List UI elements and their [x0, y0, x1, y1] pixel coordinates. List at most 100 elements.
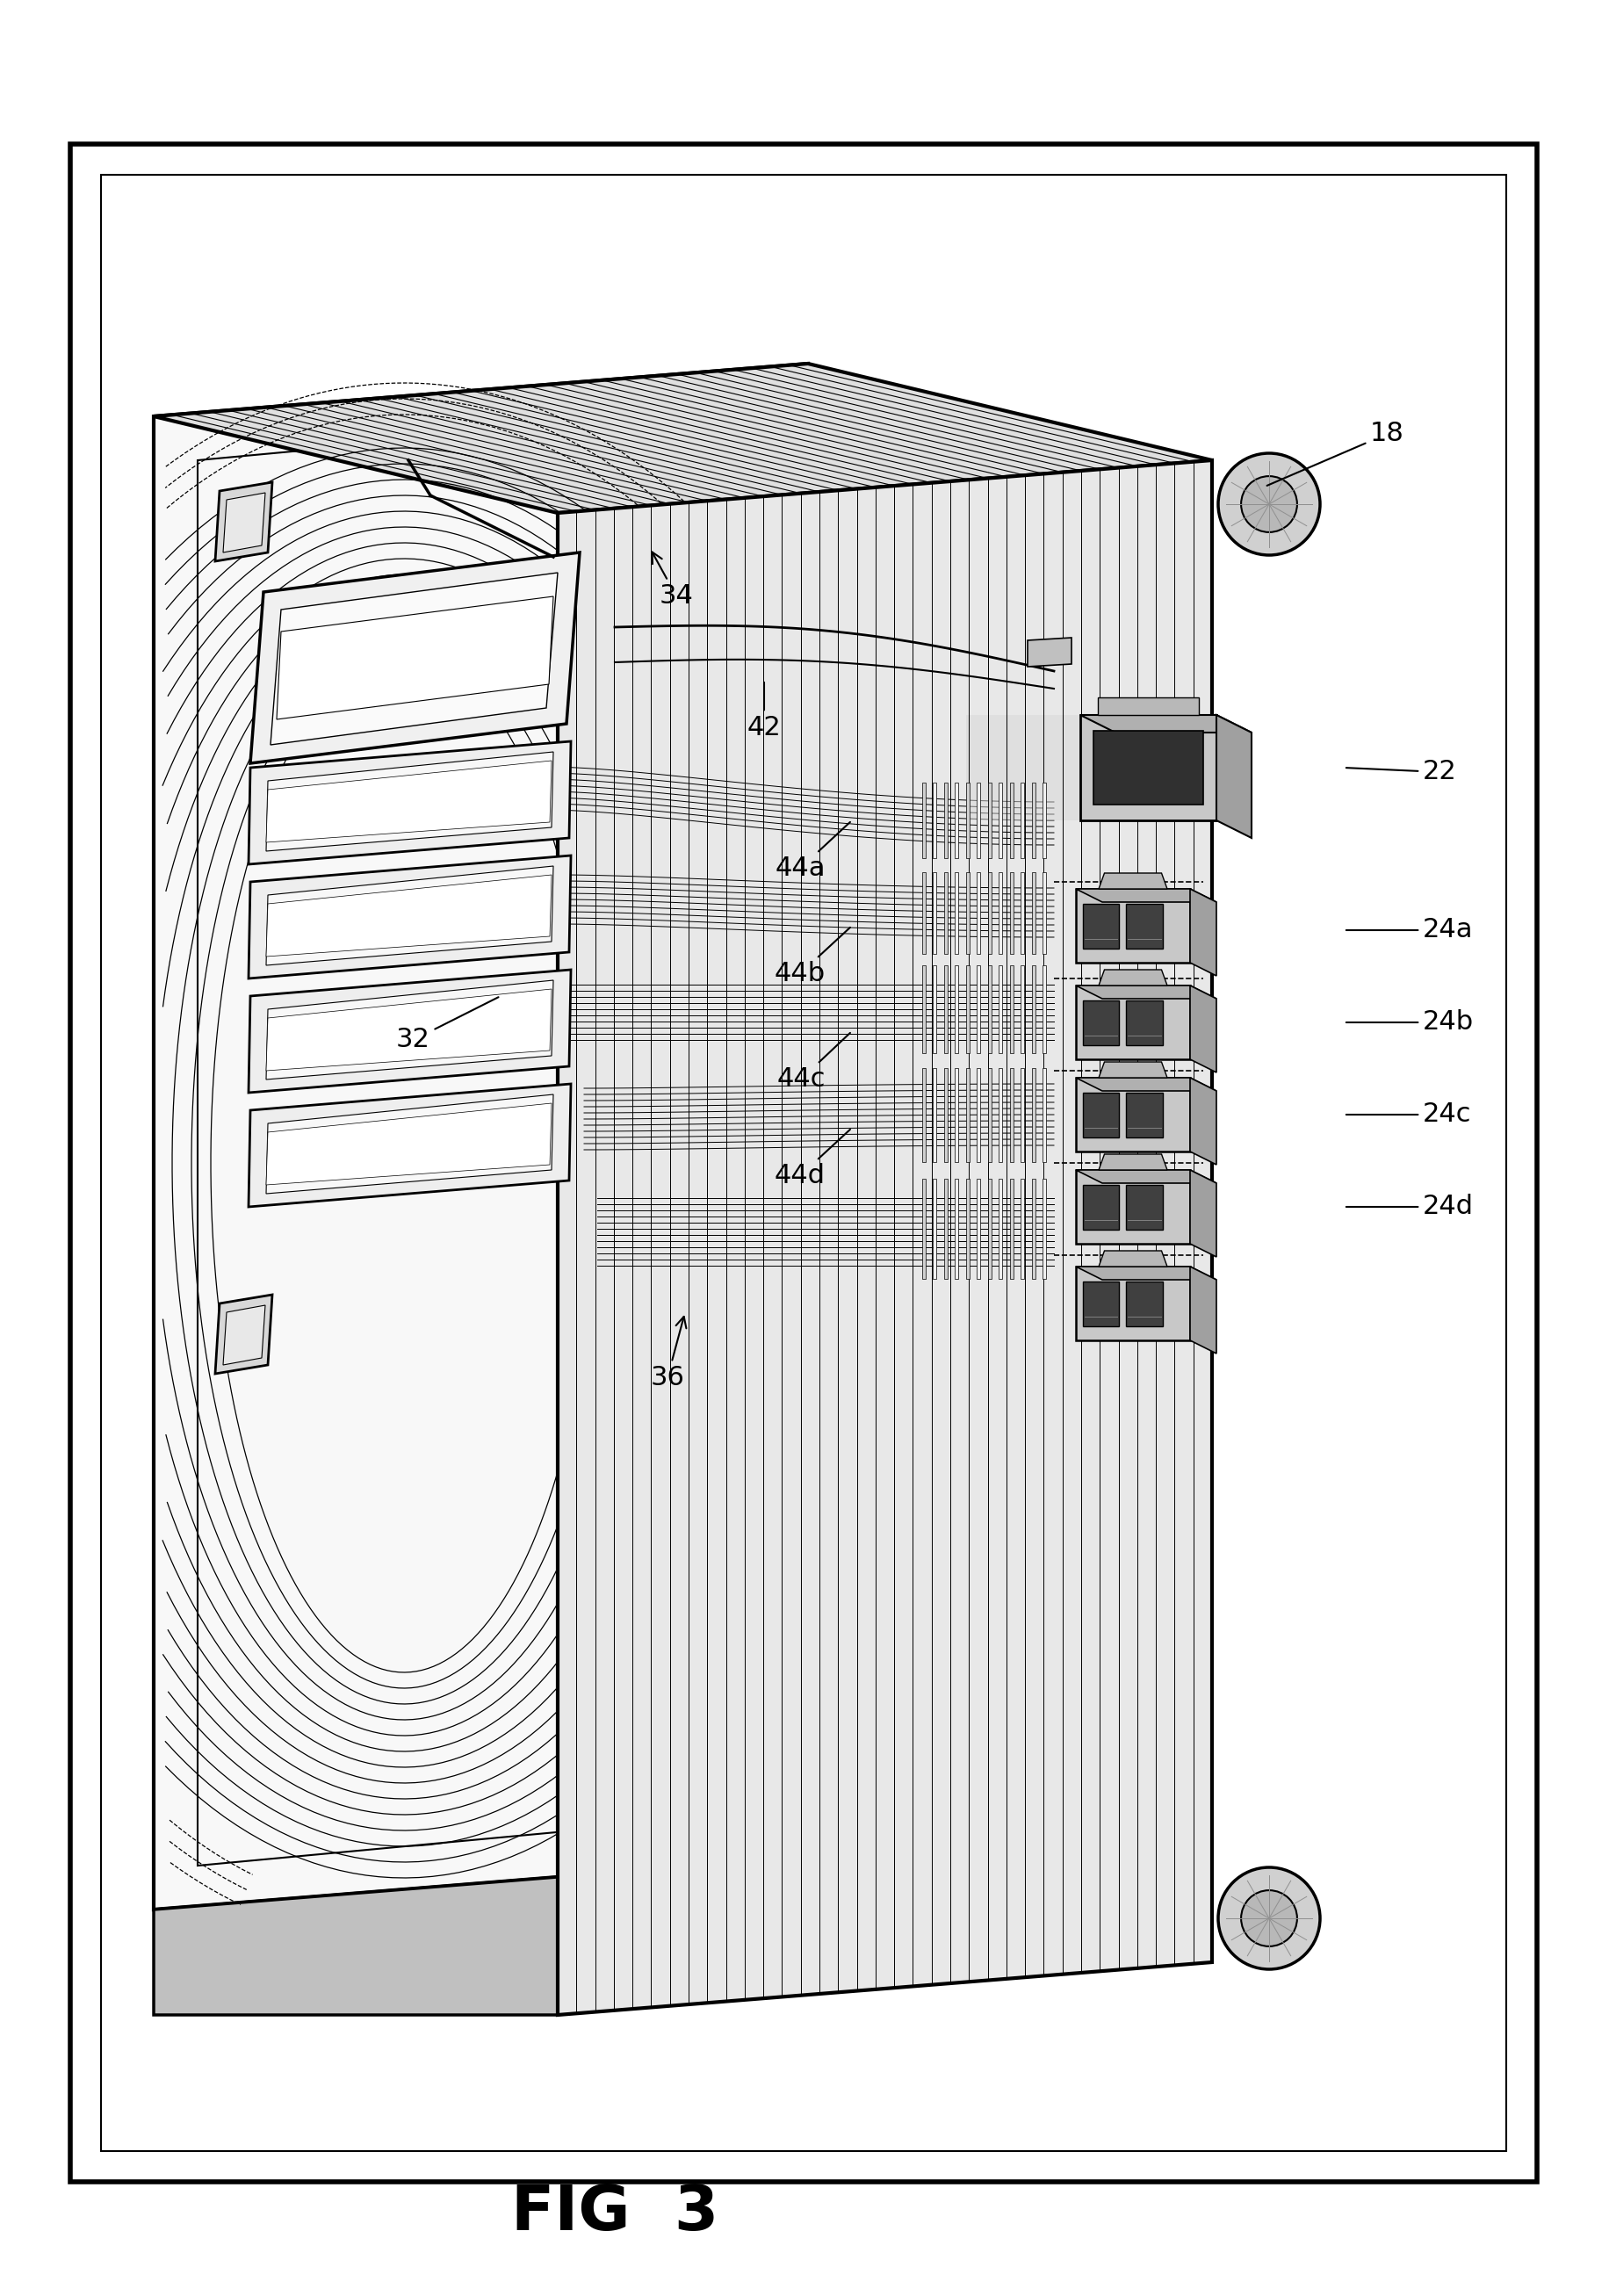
- Text: 22: 22: [1345, 760, 1456, 785]
- Polygon shape: [248, 1084, 571, 1208]
- Text: 44a: 44a: [774, 822, 850, 882]
- Polygon shape: [265, 990, 552, 1070]
- Polygon shape: [965, 783, 969, 859]
- Polygon shape: [1097, 1251, 1167, 1267]
- Polygon shape: [1126, 1281, 1162, 1325]
- Text: 44b: 44b: [774, 928, 850, 987]
- Polygon shape: [999, 1178, 1002, 1279]
- Polygon shape: [988, 964, 991, 1054]
- Polygon shape: [1075, 1267, 1189, 1341]
- Polygon shape: [988, 783, 991, 859]
- Polygon shape: [1083, 1281, 1118, 1325]
- Polygon shape: [922, 1068, 925, 1162]
- Polygon shape: [933, 783, 936, 859]
- Polygon shape: [954, 783, 957, 859]
- Polygon shape: [1009, 872, 1014, 953]
- Polygon shape: [1075, 985, 1189, 1058]
- Polygon shape: [1043, 1178, 1046, 1279]
- Polygon shape: [1080, 714, 1216, 820]
- Polygon shape: [153, 363, 1212, 512]
- Polygon shape: [265, 1102, 552, 1185]
- Text: FIG  3: FIG 3: [510, 2183, 718, 2243]
- Polygon shape: [954, 1068, 957, 1162]
- Polygon shape: [1075, 1171, 1216, 1182]
- Polygon shape: [1009, 964, 1014, 1054]
- Text: 32: 32: [396, 996, 499, 1052]
- Polygon shape: [1126, 1185, 1162, 1228]
- Polygon shape: [1020, 872, 1023, 953]
- Text: 24c: 24c: [1345, 1102, 1471, 1127]
- Polygon shape: [265, 1095, 553, 1194]
- Polygon shape: [965, 1068, 969, 1162]
- Polygon shape: [1080, 714, 1250, 732]
- Polygon shape: [1126, 1001, 1162, 1045]
- Polygon shape: [977, 1068, 980, 1162]
- Circle shape: [1218, 1867, 1319, 1970]
- Polygon shape: [999, 964, 1002, 1054]
- Polygon shape: [1189, 1077, 1216, 1164]
- Polygon shape: [1075, 1077, 1216, 1091]
- Polygon shape: [988, 1068, 991, 1162]
- Polygon shape: [965, 872, 969, 953]
- Polygon shape: [265, 760, 552, 843]
- Polygon shape: [1031, 964, 1035, 1054]
- Circle shape: [1241, 475, 1297, 533]
- Polygon shape: [1083, 1185, 1118, 1228]
- Polygon shape: [1189, 985, 1216, 1072]
- Circle shape: [1218, 452, 1319, 556]
- Text: 24d: 24d: [1345, 1194, 1472, 1219]
- Polygon shape: [1020, 1178, 1023, 1279]
- Polygon shape: [977, 783, 980, 859]
- Polygon shape: [943, 1068, 948, 1162]
- Polygon shape: [216, 482, 272, 560]
- Polygon shape: [270, 572, 557, 744]
- Polygon shape: [153, 363, 808, 1910]
- Polygon shape: [1189, 1171, 1216, 1256]
- Polygon shape: [1043, 1068, 1046, 1162]
- Polygon shape: [1031, 872, 1035, 953]
- Polygon shape: [1009, 1178, 1014, 1279]
- Polygon shape: [1083, 1093, 1118, 1137]
- Polygon shape: [1097, 1063, 1167, 1077]
- Polygon shape: [954, 872, 957, 953]
- Polygon shape: [1097, 698, 1199, 714]
- Circle shape: [1241, 1890, 1297, 1947]
- Polygon shape: [988, 872, 991, 953]
- Polygon shape: [1020, 783, 1023, 859]
- Text: 34: 34: [652, 551, 693, 608]
- Polygon shape: [965, 714, 1080, 820]
- Polygon shape: [922, 1178, 925, 1279]
- Polygon shape: [988, 1178, 991, 1279]
- Polygon shape: [954, 1178, 957, 1279]
- Polygon shape: [265, 980, 553, 1079]
- Polygon shape: [1043, 964, 1046, 1054]
- Polygon shape: [249, 553, 579, 762]
- Polygon shape: [1075, 1077, 1189, 1153]
- Polygon shape: [1189, 1267, 1216, 1355]
- Ellipse shape: [1223, 489, 1315, 510]
- Polygon shape: [277, 597, 553, 719]
- Polygon shape: [1083, 1001, 1118, 1045]
- Polygon shape: [1126, 902, 1162, 948]
- Polygon shape: [999, 1068, 1002, 1162]
- Polygon shape: [1075, 1267, 1216, 1279]
- Polygon shape: [977, 872, 980, 953]
- Text: 24a: 24a: [1345, 918, 1472, 944]
- Text: 24b: 24b: [1345, 1010, 1474, 1035]
- Polygon shape: [1043, 783, 1046, 859]
- Polygon shape: [216, 1295, 272, 1373]
- Polygon shape: [265, 866, 553, 964]
- Text: 42: 42: [747, 682, 780, 739]
- Polygon shape: [1126, 1093, 1162, 1137]
- Polygon shape: [977, 964, 980, 1054]
- Polygon shape: [1097, 1155, 1167, 1171]
- Polygon shape: [933, 1178, 936, 1279]
- Polygon shape: [943, 783, 948, 859]
- Polygon shape: [977, 1178, 980, 1279]
- Polygon shape: [1043, 872, 1046, 953]
- Polygon shape: [1031, 783, 1035, 859]
- Polygon shape: [1097, 872, 1167, 889]
- Text: 36: 36: [650, 1316, 685, 1391]
- Polygon shape: [943, 964, 948, 1054]
- Polygon shape: [248, 969, 571, 1093]
